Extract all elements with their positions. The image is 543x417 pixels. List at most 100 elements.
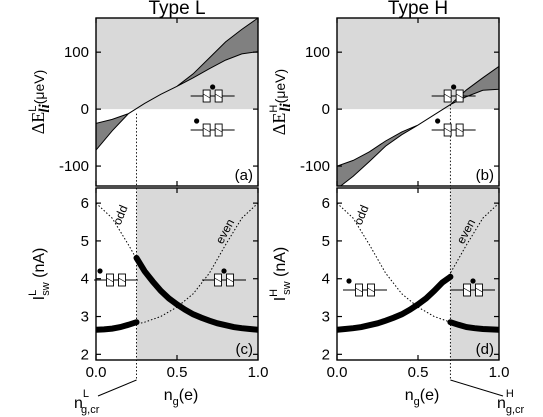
y-tick-label-d-4: 6 bbox=[322, 195, 330, 212]
device-junction-mark-0 bbox=[355, 287, 363, 293]
x-tick-label-d-1: 0.5 bbox=[408, 364, 429, 381]
y-axis-label-b: ΔEHli(μeV) bbox=[268, 69, 294, 135]
panel-a: -100 0 100 (a) Type L bbox=[59, 0, 259, 187]
device-electron-dot bbox=[451, 84, 457, 90]
crit-sub: g,cr bbox=[81, 404, 100, 416]
panel-title-a: Type L bbox=[148, 0, 205, 19]
shaded-region-b bbox=[337, 18, 499, 110]
device-junction-mark-0 bbox=[202, 127, 211, 133]
ylabel-unit: (μeV) bbox=[31, 70, 47, 105]
crit-n: n bbox=[74, 395, 83, 412]
shaded-region-a bbox=[96, 18, 258, 110]
ylabel-sub: sw bbox=[281, 281, 293, 295]
ylabel-sup: L bbox=[27, 290, 39, 296]
device-electron-dot bbox=[221, 268, 227, 274]
x-tick-label-c-2: 1.0 bbox=[248, 364, 269, 381]
ylabel-sup: H bbox=[268, 289, 280, 297]
device-icon-lower-b bbox=[431, 118, 476, 137]
ylabel-unit: (nA) bbox=[31, 248, 48, 283]
device-electron-dot bbox=[210, 84, 216, 90]
crit-sup: H bbox=[506, 388, 514, 400]
xlabel-n: n bbox=[405, 387, 414, 404]
xlabel-unit: (e) bbox=[420, 387, 440, 404]
device-junction-mark-1 bbox=[214, 93, 223, 99]
y-tick-label-d-1: 3 bbox=[322, 309, 330, 326]
device-junction-mark-0 bbox=[214, 277, 222, 283]
crit-n: n bbox=[497, 395, 506, 412]
y-tick-label-a-2: 100 bbox=[64, 44, 89, 61]
xlabel-sub: g bbox=[414, 396, 420, 408]
y-tick-label-b-0: -100 bbox=[300, 158, 330, 175]
device-icon-right-c bbox=[202, 268, 246, 287]
panel-letter-b: (b) bbox=[476, 167, 494, 184]
device-icon-right-d bbox=[451, 278, 495, 297]
panel-b: -100 0 100 (b) Type H bbox=[300, 0, 500, 187]
critical-label-c: nL g,cr bbox=[74, 388, 100, 416]
crit-sup: L bbox=[83, 388, 89, 400]
y-tick-label-d-2: 4 bbox=[322, 271, 330, 288]
xlabel-sub: g bbox=[173, 396, 179, 408]
device-junction-mark-0 bbox=[443, 127, 452, 133]
device-junction-mark-0 bbox=[106, 277, 114, 283]
device-junction-mark-1 bbox=[455, 93, 464, 99]
x-tick-label-c-1: 0.5 bbox=[167, 364, 188, 381]
y-tick-label-c-4: 6 bbox=[81, 195, 89, 212]
y-tick-label-c-1: 3 bbox=[81, 309, 89, 326]
device-icon-lower-a bbox=[190, 118, 235, 137]
curve-label-odd: odd bbox=[351, 203, 371, 227]
panel-title-b: Type H bbox=[388, 0, 448, 19]
device-electron-dot bbox=[194, 118, 200, 124]
y-tick-label-d-3: 5 bbox=[322, 233, 330, 250]
device-junction-mark-1 bbox=[118, 277, 126, 283]
y-tick-label-c-3: 5 bbox=[81, 233, 89, 250]
device-junction-mark-1 bbox=[367, 287, 375, 293]
switching-current-segment-1 bbox=[447, 319, 499, 333]
y-tick-label-d-0: 2 bbox=[322, 346, 330, 363]
y-axis-label-c: ILsw (nA) bbox=[27, 248, 52, 301]
shaded-region-d bbox=[450, 188, 499, 360]
device-junction-mark-1 bbox=[455, 127, 464, 133]
ylabel-unit: (nA) bbox=[272, 247, 289, 282]
shaded-region-c bbox=[136, 188, 258, 360]
x-axis-label-c: ng(e) bbox=[164, 387, 199, 408]
panel-letter-c: (c) bbox=[236, 341, 254, 358]
ylabel-sup: H bbox=[268, 105, 280, 113]
y-tick-label-a-1: 0 bbox=[81, 101, 89, 118]
device-icon-left-c bbox=[94, 268, 138, 287]
xlabel-n: n bbox=[164, 387, 173, 404]
switching-current-segment-0 bbox=[96, 319, 140, 333]
device-electron-dot bbox=[346, 278, 352, 284]
device-electron-dot bbox=[435, 118, 441, 124]
panel-letter-a: (a) bbox=[235, 167, 253, 184]
device-icon-left-d bbox=[343, 278, 387, 297]
ylabel-prefix: I bbox=[31, 296, 48, 300]
y-tick-label-a-0: -100 bbox=[59, 158, 89, 175]
xlabel-unit: (e) bbox=[179, 387, 199, 404]
y-axis-label-d: IHsw (nA) bbox=[268, 247, 293, 302]
switching-current-segment-0 bbox=[337, 273, 454, 333]
x-tick-label-c-0: 0.0 bbox=[86, 364, 107, 381]
device-junction-mark-0 bbox=[202, 93, 211, 99]
ylabel-sup: L bbox=[27, 106, 39, 112]
device-junction-mark-1 bbox=[475, 287, 483, 293]
device-junction-mark-0 bbox=[443, 93, 452, 99]
y-tick-label-c-0: 2 bbox=[81, 346, 89, 363]
device-junction-mark-0 bbox=[463, 287, 471, 293]
ylabel-prefix: I bbox=[272, 297, 289, 301]
y-tick-label-c-2: 4 bbox=[81, 271, 89, 288]
device-electron-dot bbox=[97, 268, 103, 274]
ylabel-prefix: ΔE bbox=[28, 112, 48, 135]
critical-pointer-c bbox=[97, 379, 137, 397]
y-axis-label-a: ΔELli(μeV) bbox=[27, 70, 53, 135]
device-junction-mark-1 bbox=[214, 127, 223, 133]
device-junction-mark-1 bbox=[226, 277, 234, 283]
energy-band-b-0 bbox=[337, 65, 499, 186]
panel-letter-d: (d) bbox=[476, 341, 494, 358]
critical-label-d: nH g,cr bbox=[497, 388, 525, 416]
x-tick-label-d-0: 0.0 bbox=[327, 364, 348, 381]
switching-current-segment-1 bbox=[133, 254, 258, 333]
ylabel-unit: (μeV) bbox=[272, 69, 288, 104]
